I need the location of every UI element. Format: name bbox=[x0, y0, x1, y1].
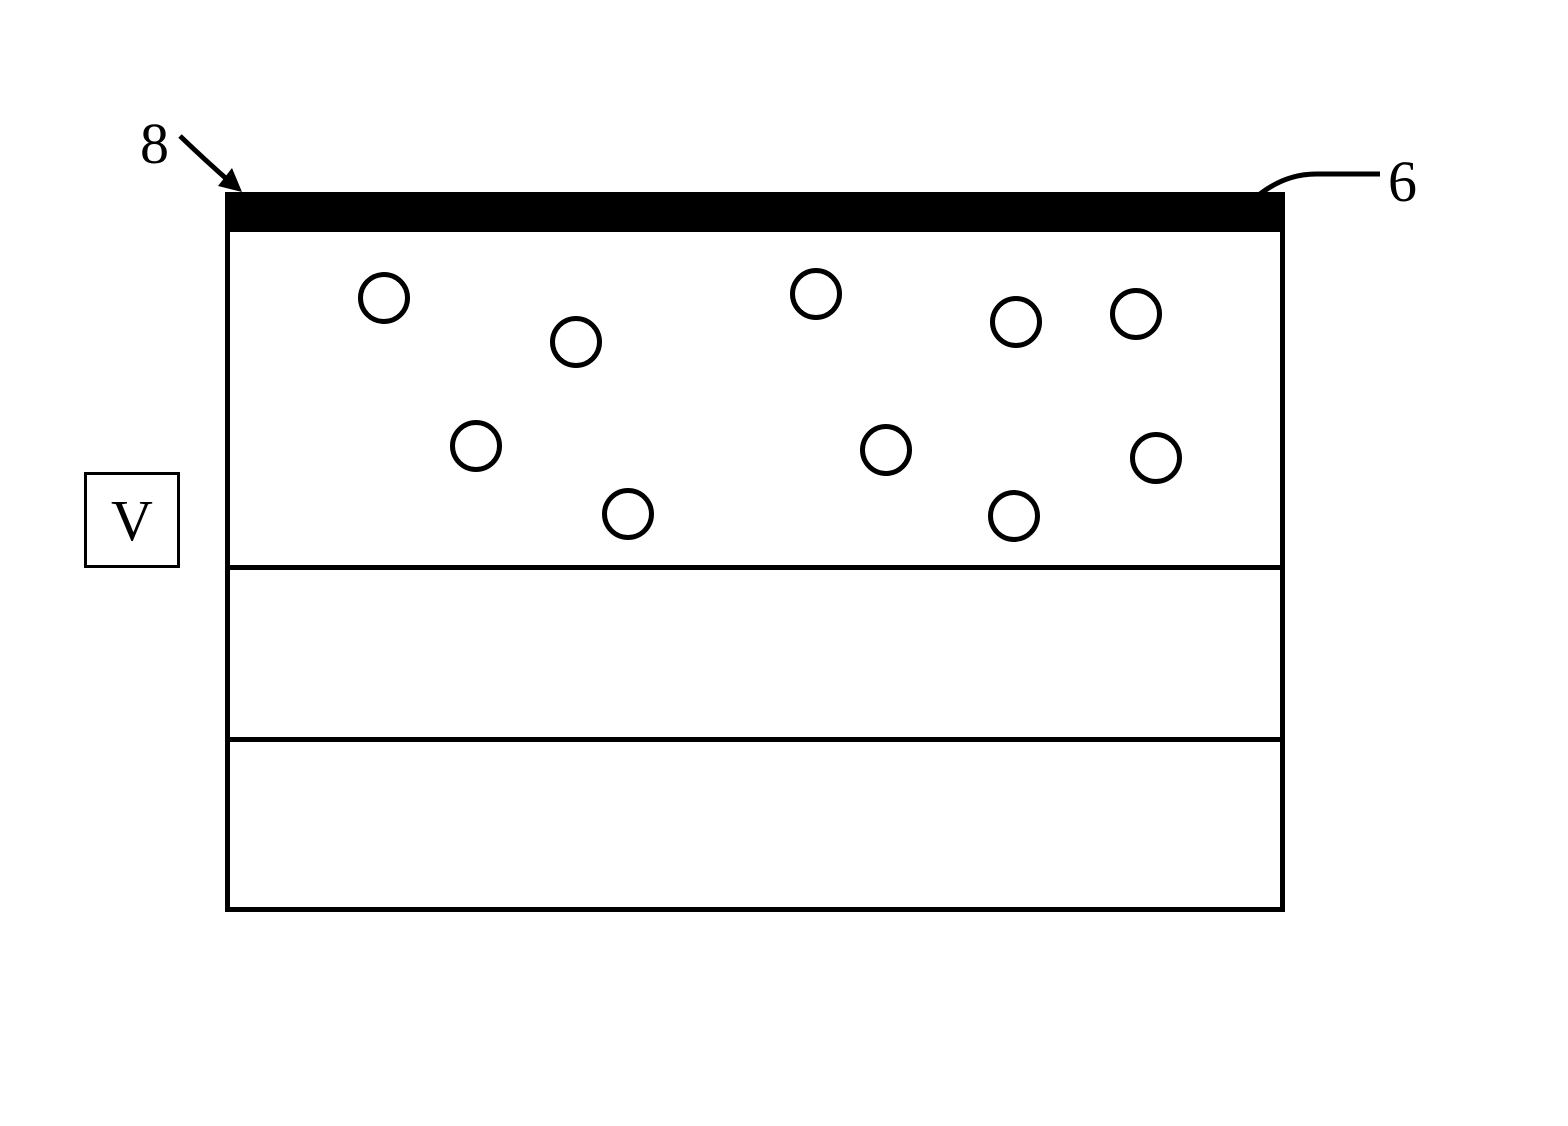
particle bbox=[860, 424, 912, 476]
voltage-box: V bbox=[84, 472, 180, 568]
particle bbox=[790, 268, 842, 320]
voltage-label: V bbox=[111, 487, 153, 554]
label-8: 8 bbox=[140, 110, 169, 177]
leader-6-icon bbox=[1256, 160, 1386, 210]
layer-bottom bbox=[225, 737, 1285, 912]
particle bbox=[550, 316, 602, 368]
particle bbox=[988, 490, 1040, 542]
label-6: 6 bbox=[1388, 148, 1417, 215]
arrow-8-icon bbox=[170, 120, 270, 210]
particle bbox=[1110, 288, 1162, 340]
layer-top-black bbox=[225, 192, 1285, 232]
particle bbox=[1130, 432, 1182, 484]
particle bbox=[990, 296, 1042, 348]
particle bbox=[602, 488, 654, 540]
layer-middle bbox=[225, 565, 1285, 742]
particle bbox=[450, 420, 502, 472]
particle bbox=[358, 272, 410, 324]
